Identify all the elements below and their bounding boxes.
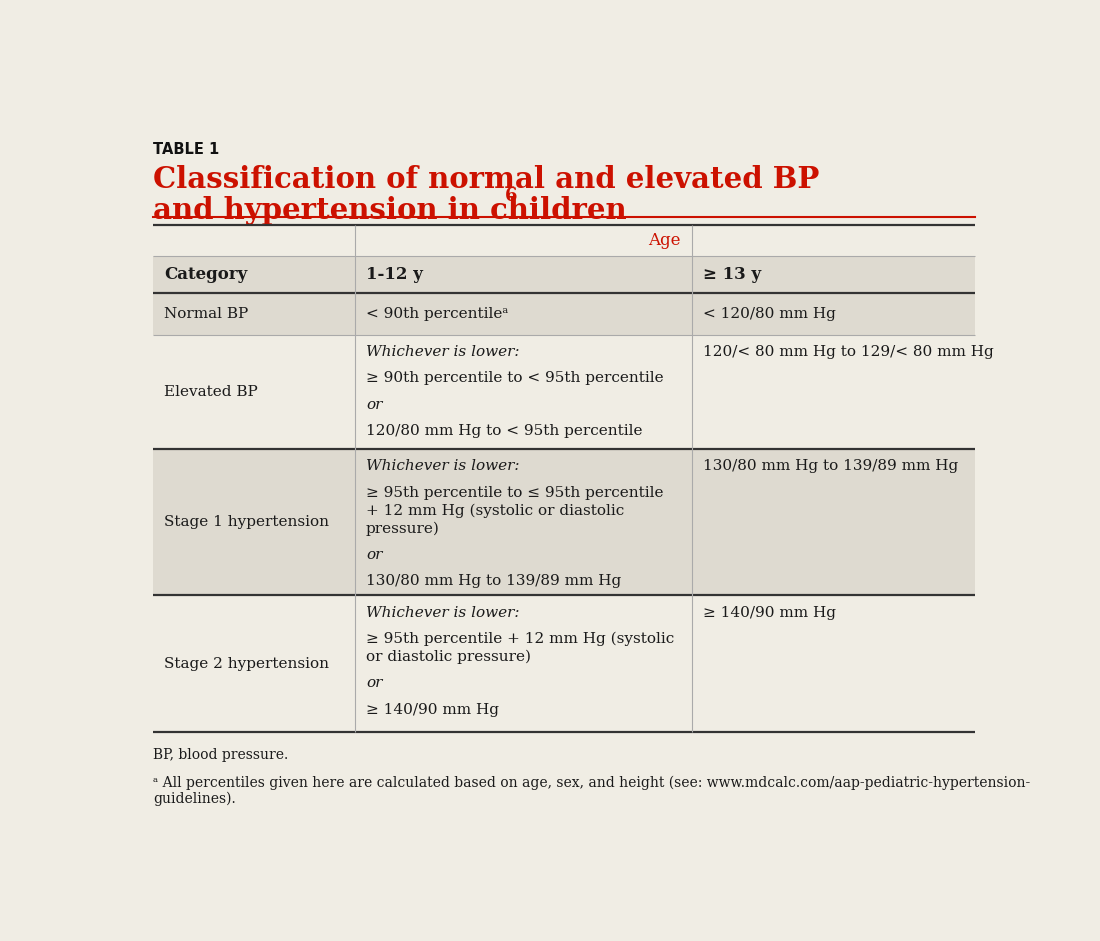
Bar — [153, 293, 975, 335]
Text: ≥ 13 y: ≥ 13 y — [703, 266, 761, 283]
Text: Whichever is lower:: Whichever is lower: — [366, 344, 519, 359]
Text: Classification of normal and elevated BP: Classification of normal and elevated BP — [153, 165, 820, 194]
Text: pressure): pressure) — [366, 521, 440, 535]
Text: 1-12 y: 1-12 y — [366, 266, 422, 283]
Text: BP, blood pressure.: BP, blood pressure. — [153, 748, 288, 761]
Text: Stage 1 hypertension: Stage 1 hypertension — [164, 516, 329, 529]
Text: or: or — [366, 548, 383, 562]
Text: ≥ 140/90 mm Hg: ≥ 140/90 mm Hg — [366, 703, 499, 717]
Text: ᵃ All percentiles given here are calculated based on age, sex, and height (see: : ᵃ All percentiles given here are calcula… — [153, 775, 1030, 806]
Text: Whichever is lower:: Whichever is lower: — [366, 459, 519, 473]
Text: 120/< 80 mm Hg to 129/< 80 mm Hg: 120/< 80 mm Hg to 129/< 80 mm Hg — [703, 344, 993, 359]
Text: 130/80 mm Hg to 139/89 mm Hg: 130/80 mm Hg to 139/89 mm Hg — [366, 574, 622, 588]
Bar — [153, 596, 975, 732]
Text: and hypertension in children: and hypertension in children — [153, 196, 627, 225]
Text: Whichever is lower:: Whichever is lower: — [366, 606, 519, 619]
Text: or diastolic pressure): or diastolic pressure) — [366, 650, 531, 664]
Text: < 120/80 mm Hg: < 120/80 mm Hg — [703, 307, 836, 321]
Bar — [153, 256, 975, 293]
Text: ≥ 90th percentile to < 95th percentile: ≥ 90th percentile to < 95th percentile — [366, 372, 663, 385]
Text: 120/80 mm Hg to < 95th percentile: 120/80 mm Hg to < 95th percentile — [366, 424, 642, 439]
Text: TABLE 1: TABLE 1 — [153, 142, 219, 157]
Text: 130/80 mm Hg to 139/89 mm Hg: 130/80 mm Hg to 139/89 mm Hg — [703, 459, 958, 473]
Text: Age: Age — [649, 231, 681, 249]
Text: or: or — [366, 398, 383, 411]
Bar — [153, 449, 975, 596]
Text: Elevated BP: Elevated BP — [164, 385, 257, 399]
Text: 6: 6 — [505, 187, 517, 205]
Text: Category: Category — [164, 266, 248, 283]
Text: ≥ 95th percentile to ≤ 95th percentile: ≥ 95th percentile to ≤ 95th percentile — [366, 486, 663, 500]
Text: + 12 mm Hg (systolic or diastolic: + 12 mm Hg (systolic or diastolic — [366, 503, 624, 518]
Bar — [153, 335, 975, 449]
Text: Normal BP: Normal BP — [164, 307, 249, 321]
Text: < 90th percentileᵃ: < 90th percentileᵃ — [366, 307, 508, 321]
Text: or: or — [366, 677, 383, 691]
Bar — [153, 225, 975, 256]
Text: ≥ 95th percentile + 12 mm Hg (systolic: ≥ 95th percentile + 12 mm Hg (systolic — [366, 632, 674, 646]
Text: ≥ 140/90 mm Hg: ≥ 140/90 mm Hg — [703, 606, 836, 619]
Text: Stage 2 hypertension: Stage 2 hypertension — [164, 657, 329, 671]
